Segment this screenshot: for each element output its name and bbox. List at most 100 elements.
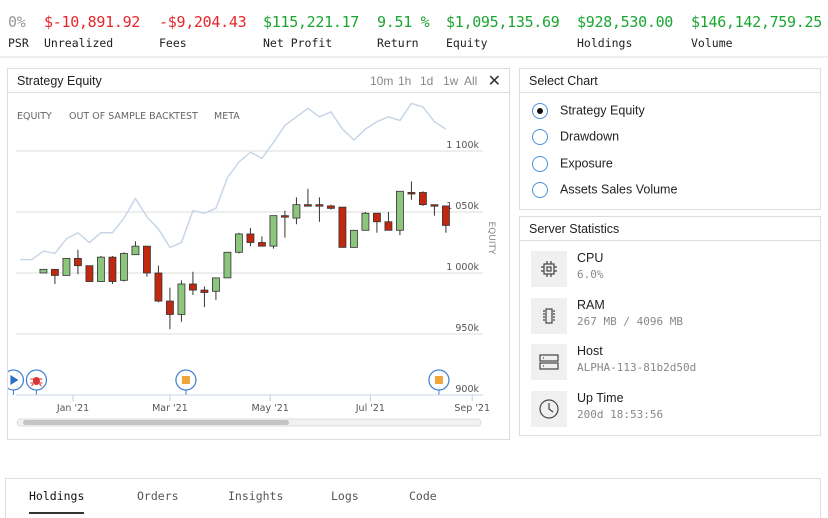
y-tick-label: 1 100k <box>446 140 479 151</box>
bottom-tabs: Holdings Orders Insights Logs Code <box>5 478 821 518</box>
timeframe-1h[interactable]: 1h <box>398 74 412 88</box>
scrollbar-thumb[interactable] <box>23 420 289 425</box>
play-icon <box>10 375 19 385</box>
stat-name: Host <box>577 344 603 358</box>
radio-drawdown[interactable]: Drawdown <box>532 129 619 145</box>
legend-meta[interactable]: META <box>214 111 240 122</box>
radio-label: Exposure <box>560 156 613 171</box>
candle <box>281 210 289 238</box>
tab-insights[interactable]: Insights <box>228 489 284 503</box>
stat-name: CPU <box>577 251 604 265</box>
candle-body <box>269 215 278 247</box>
stat-value: -$9,204.43 <box>159 13 247 31</box>
radio-strategy-equity[interactable]: Strategy Equity <box>532 103 645 119</box>
candle-body <box>166 300 174 315</box>
stat-name: RAM <box>577 298 605 312</box>
candle <box>235 232 243 254</box>
candle <box>292 197 301 225</box>
candle-body <box>51 268 59 276</box>
stat-return: 9.51 % Return <box>377 13 430 50</box>
candle-body <box>292 204 301 219</box>
candle-body <box>74 257 82 267</box>
radio-exposure[interactable]: Exposure <box>532 156 613 172</box>
panel-title: Select Chart <box>520 69 820 93</box>
timeframe-10m[interactable]: 10m <box>370 74 394 88</box>
tab-code[interactable]: Code <box>409 489 437 503</box>
x-tick-label: Mar '21 <box>152 403 188 414</box>
candle <box>189 271 197 295</box>
candle <box>315 197 324 222</box>
candle <box>304 188 312 207</box>
candle <box>154 265 163 303</box>
cpu-icon <box>531 251 567 287</box>
candle-body <box>143 245 151 274</box>
radio-icon[interactable] <box>532 182 548 198</box>
stat-label: Equity <box>446 36 488 50</box>
x-tick-label: May '21 <box>251 403 288 414</box>
candle <box>327 204 335 210</box>
candle <box>51 268 59 284</box>
equity-chart[interactable]: 900k 950k 1 000k 1 050k 1 100k EQUITY OUT OF… <box>8 93 509 439</box>
candle <box>200 286 209 308</box>
candle-body <box>108 256 117 282</box>
candle <box>177 280 186 322</box>
flag-marker[interactable] <box>175 369 197 395</box>
candle <box>39 268 48 274</box>
candle <box>131 241 140 256</box>
candle <box>419 191 427 206</box>
flag-marker[interactable] <box>428 369 450 395</box>
candle-body <box>407 192 416 195</box>
legend-out-of-sample[interactable]: OUT OF SAMPLE BACKTEST <box>69 111 198 122</box>
candle-body <box>350 229 358 248</box>
candle-body <box>315 204 324 207</box>
clock-icon <box>531 391 567 427</box>
stop-icon <box>434 376 443 384</box>
candle-body <box>235 233 243 253</box>
stat-value: ALPHA-113-81b2d50d <box>577 361 697 374</box>
candle <box>108 255 117 284</box>
tab-logs[interactable]: Logs <box>331 489 359 503</box>
candle <box>223 251 232 279</box>
stat-holdings: $928,530.00 Holdings <box>577 13 673 50</box>
candle <box>407 181 416 200</box>
bug-icon <box>32 377 40 385</box>
candle-body <box>223 251 232 279</box>
timeframe-1w[interactable]: 1w <box>443 74 459 88</box>
candle <box>384 212 393 231</box>
y-tick-label: 900k <box>455 384 479 395</box>
stat-label: Unrealized <box>44 36 114 50</box>
stat-value: $-10,891.92 <box>44 13 141 31</box>
radio-icon[interactable] <box>532 156 548 172</box>
legend-equity[interactable]: EQUITY <box>17 111 52 122</box>
y-tick-label: 1 050k <box>446 201 479 212</box>
timeframe-all[interactable]: All <box>464 74 478 88</box>
select-chart-panel: Select Chart Strategy Equity Drawdown Ex… <box>519 68 821 210</box>
radio-checked-icon[interactable] <box>532 103 548 119</box>
flag-marker[interactable] <box>25 369 48 395</box>
stat-value: $146,142,759.25 <box>691 13 822 31</box>
candle-body <box>85 265 94 282</box>
server-icon <box>531 344 567 380</box>
stat-label: Return <box>377 36 419 50</box>
timeframe-1d[interactable]: 1d <box>420 74 434 88</box>
stat-equity: $1,095,135.69 Equity <box>446 13 560 50</box>
flag-marker[interactable] <box>8 369 25 395</box>
stat-value: 0% <box>8 13 26 31</box>
stat-psr: 0% PSR <box>8 13 29 50</box>
y-tick-label: 950k <box>455 323 479 334</box>
stat-value: 267 MB / 4096 MB <box>577 315 683 328</box>
stat-fees: -$9,204.43 Fees <box>159 13 247 50</box>
candle-body <box>62 257 71 276</box>
stat-value: $115,221.17 <box>263 13 360 31</box>
close-icon[interactable]: ✕ <box>487 73 501 90</box>
radio-assets-sales-volume[interactable]: Assets Sales Volume <box>532 182 677 198</box>
panel-title: Server Statistics <box>520 217 820 241</box>
candle <box>430 204 439 216</box>
tab-orders[interactable]: Orders <box>137 489 179 503</box>
radio-icon[interactable] <box>532 129 548 145</box>
tab-holdings[interactable]: Holdings <box>29 489 85 514</box>
candle-body <box>281 215 289 218</box>
candle <box>258 236 266 247</box>
panel-header: Strategy Equity 10m 1h 1d 1w All ✕ <box>8 69 509 93</box>
server-statistics-panel: Server Statistics CPU 6.0% RAM 267 MB / … <box>519 216 821 436</box>
